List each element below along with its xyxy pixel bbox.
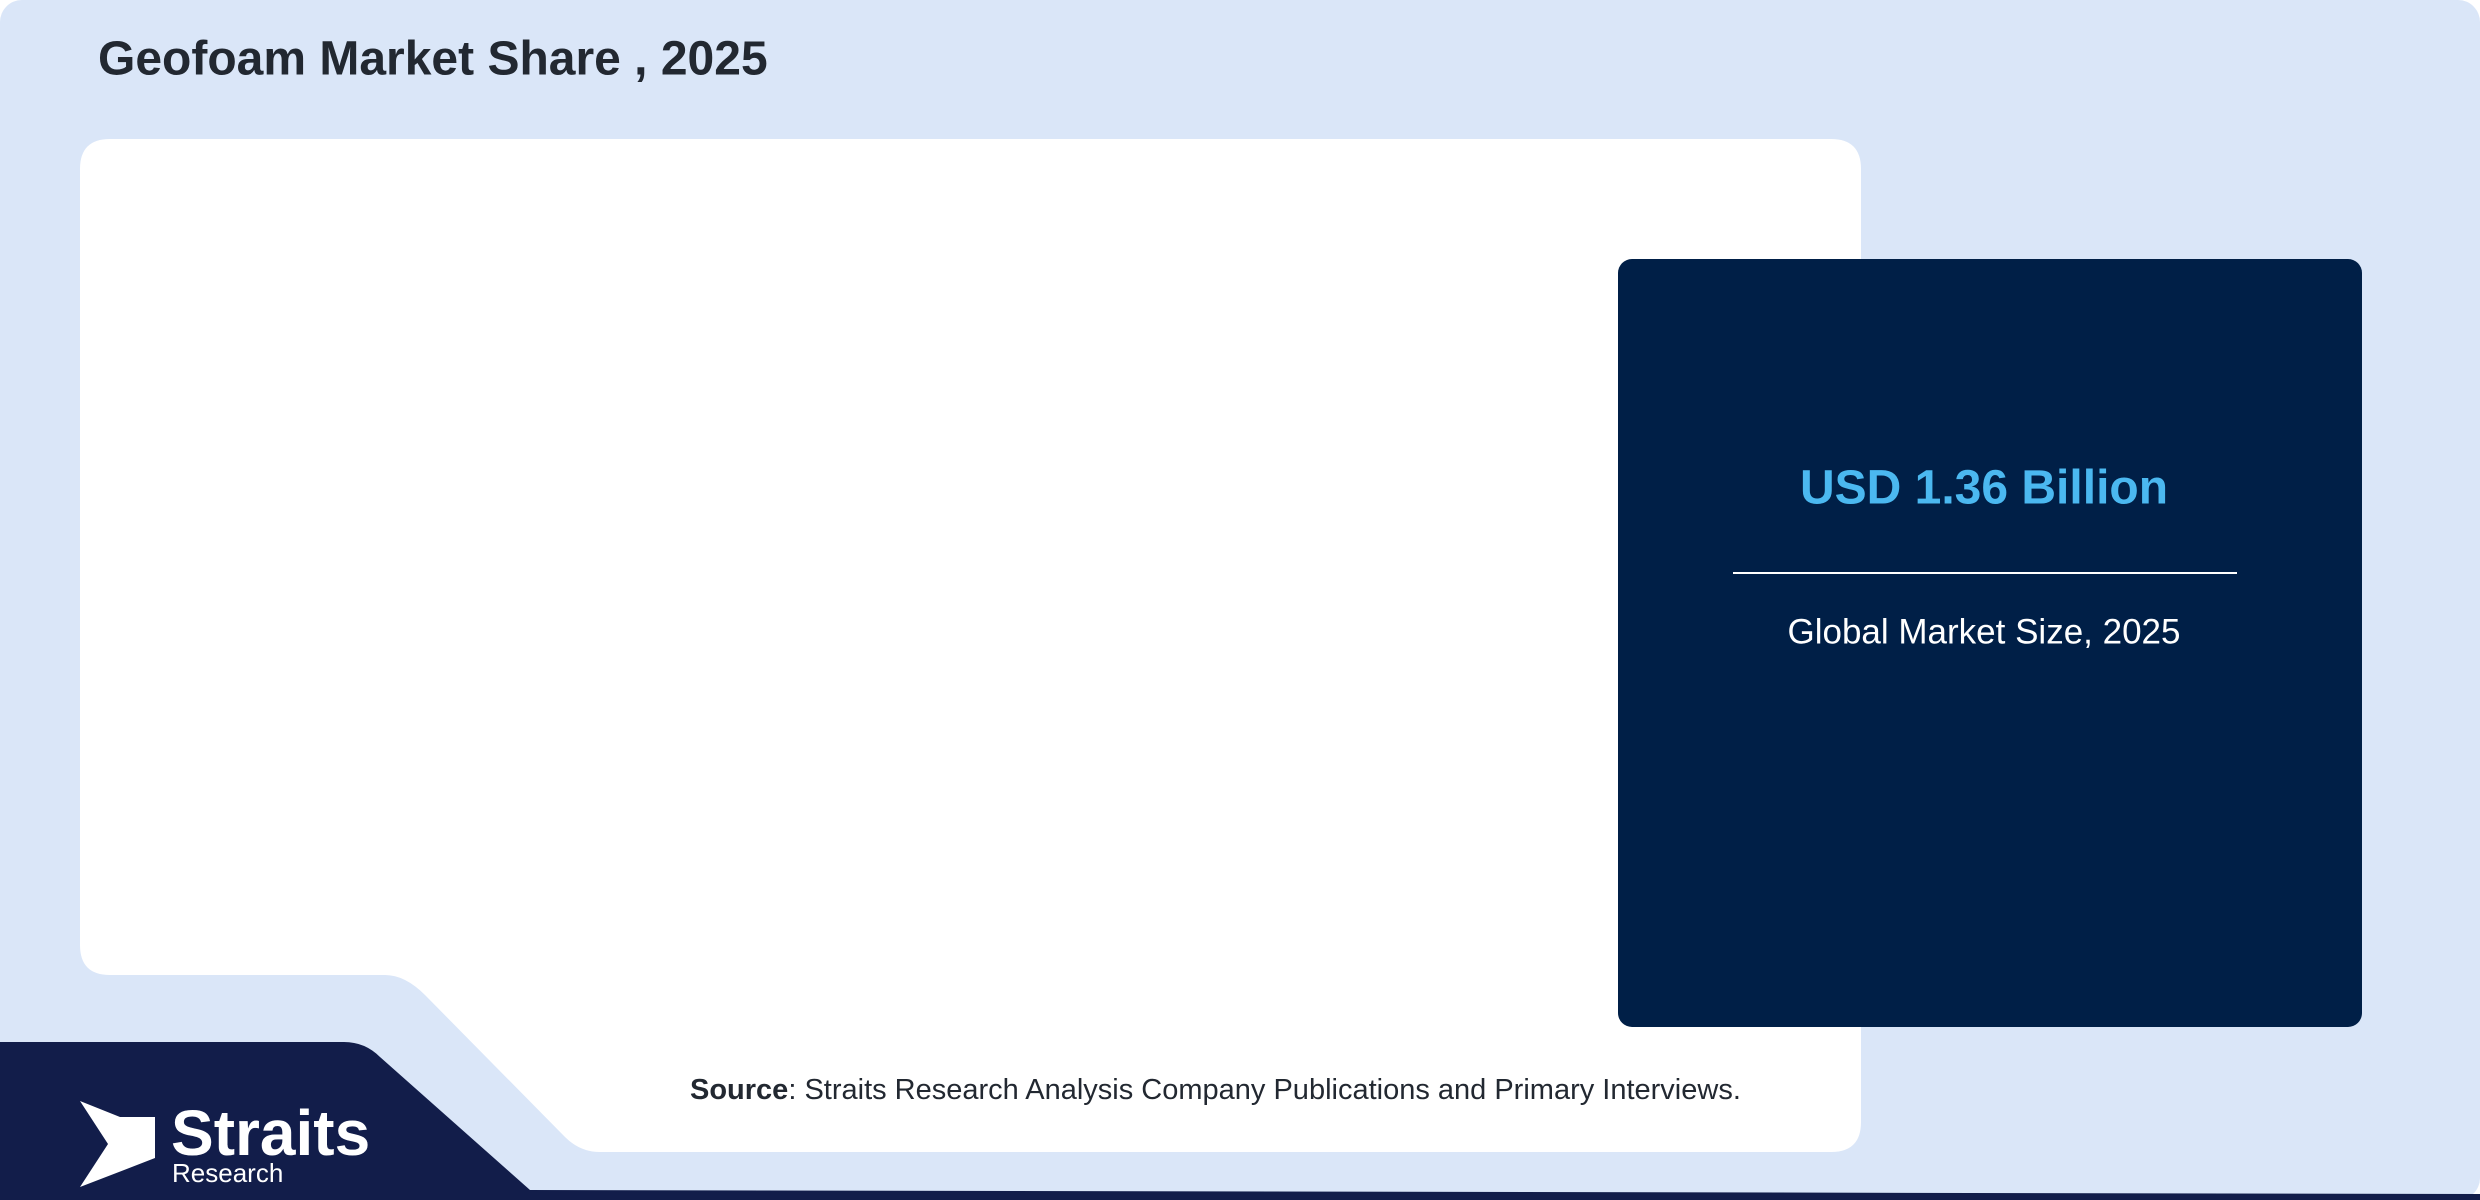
footer-band: [0, 1042, 2480, 1200]
source-note: Source: Straits Research Analysis Compan…: [690, 1074, 1741, 1106]
chart-panel: [80, 139, 1861, 1152]
market-value: USD 1.36 Billion: [1800, 462, 2168, 515]
logo-name: Straits: [171, 1097, 370, 1169]
market-label: Global Market Size, 2025: [1788, 612, 2181, 651]
source-label: Source: [690, 1074, 788, 1106]
title: Geofoam Market Share , 2025: [98, 33, 768, 86]
source-text: : Straits Research Analysis Company Publ…: [788, 1074, 1741, 1106]
summary-card: [1618, 259, 2362, 1027]
logo-mark: [80, 1101, 155, 1187]
logo-sub: Research: [172, 1158, 283, 1188]
